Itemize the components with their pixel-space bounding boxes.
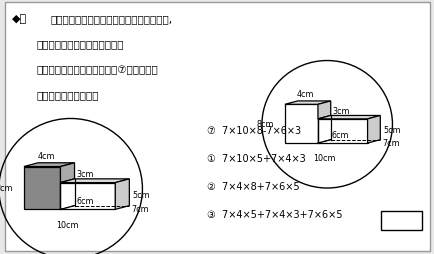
Text: 10cm: 10cm	[312, 154, 335, 163]
FancyBboxPatch shape	[5, 3, 429, 251]
Text: 3cm: 3cm	[332, 107, 349, 116]
Text: 下のように分けて考えました。: 下のように分けて考えました。	[37, 39, 124, 49]
Text: 4cm: 4cm	[38, 152, 55, 161]
Text: 6cm: 6cm	[331, 131, 349, 139]
Text: ②  7×4×8+7×6×5: ② 7×4×8+7×6×5	[206, 182, 299, 192]
Polygon shape	[367, 116, 379, 144]
Polygon shape	[24, 167, 60, 210]
Text: ①  7×10×5+7×4×3: ① 7×10×5+7×4×3	[206, 154, 305, 164]
Text: ③  7×4×5+7×4×3+7×6×5: ③ 7×4×5+7×4×3+7×6×5	[206, 210, 341, 220]
Polygon shape	[284, 102, 330, 105]
Polygon shape	[60, 163, 74, 183]
Text: 3cm: 3cm	[76, 169, 94, 178]
Text: ⑦  7×10×8-7×6×3: ⑦ 7×10×8-7×6×3	[206, 126, 300, 136]
Polygon shape	[317, 116, 379, 119]
Text: 6cm: 6cm	[76, 196, 94, 205]
Polygon shape	[115, 179, 129, 210]
Text: 5cm: 5cm	[383, 126, 401, 135]
Text: 4cm: 4cm	[296, 90, 313, 99]
Polygon shape	[284, 105, 317, 144]
Text: 7cm: 7cm	[381, 138, 399, 147]
Polygon shape	[60, 183, 115, 210]
Polygon shape	[24, 163, 74, 167]
Text: 7cm: 7cm	[131, 204, 149, 213]
Text: まさるさんは右の形の体積を求めるために,: まさるさんは右の形の体積を求めるために,	[50, 14, 172, 24]
Polygon shape	[317, 102, 330, 119]
Text: 10cm: 10cm	[56, 220, 79, 229]
Text: 中から選びましょう。: 中から選びましょう。	[37, 90, 99, 100]
Text: 5cm: 5cm	[132, 190, 150, 200]
Polygon shape	[60, 179, 129, 183]
Polygon shape	[317, 119, 367, 144]
Bar	[380, 211, 421, 230]
Text: ◆⑰: ◆⑰	[12, 14, 27, 24]
Text: 8cm: 8cm	[0, 184, 13, 193]
Text: 8cm: 8cm	[256, 120, 273, 129]
Text: まさるさんの考えに合う式を⑦～　エ　の: まさるさんの考えに合う式を⑦～ エ の	[37, 65, 158, 75]
